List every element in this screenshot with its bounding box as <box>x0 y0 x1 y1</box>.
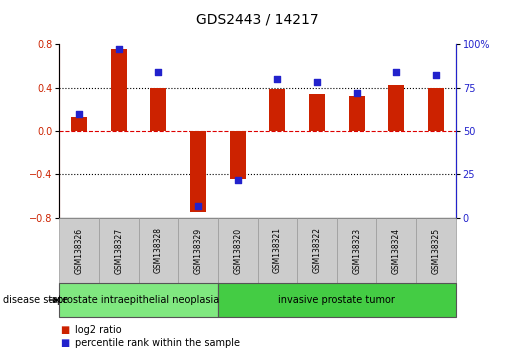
Bar <box>428 88 444 131</box>
Text: GSM138323: GSM138323 <box>352 227 361 274</box>
Bar <box>309 94 325 131</box>
Text: percentile rank within the sample: percentile rank within the sample <box>75 338 239 348</box>
Bar <box>349 96 365 131</box>
Bar <box>150 88 166 131</box>
Point <box>154 69 162 75</box>
Point <box>313 80 321 85</box>
Bar <box>190 131 206 212</box>
Text: GSM138320: GSM138320 <box>233 227 242 274</box>
Point <box>432 73 440 78</box>
Bar <box>269 89 285 131</box>
Text: prostate intraepithelial neoplasia: prostate intraepithelial neoplasia <box>57 295 220 305</box>
Bar <box>111 48 127 131</box>
Bar <box>71 117 87 131</box>
Text: ■: ■ <box>60 338 69 348</box>
Text: GSM138327: GSM138327 <box>114 227 123 274</box>
Point <box>194 203 202 209</box>
Point <box>114 47 123 52</box>
Point <box>75 111 83 116</box>
Text: invasive prostate tumor: invasive prostate tumor <box>279 295 395 305</box>
Text: GSM138329: GSM138329 <box>194 227 202 274</box>
Text: GSM138322: GSM138322 <box>313 228 321 273</box>
Text: log2 ratio: log2 ratio <box>75 325 122 335</box>
Text: GSM138324: GSM138324 <box>392 227 401 274</box>
Text: GSM138328: GSM138328 <box>154 228 163 273</box>
Text: GSM138321: GSM138321 <box>273 228 282 273</box>
Text: disease state: disease state <box>3 295 67 305</box>
Bar <box>230 131 246 179</box>
Point <box>233 177 242 182</box>
Text: GDS2443 / 14217: GDS2443 / 14217 <box>196 12 319 27</box>
Text: GSM138326: GSM138326 <box>75 227 83 274</box>
Point <box>352 90 360 96</box>
Bar <box>388 85 404 131</box>
Text: ■: ■ <box>60 325 69 335</box>
Point <box>273 76 281 82</box>
Point <box>392 69 401 75</box>
Text: GSM138325: GSM138325 <box>432 227 440 274</box>
